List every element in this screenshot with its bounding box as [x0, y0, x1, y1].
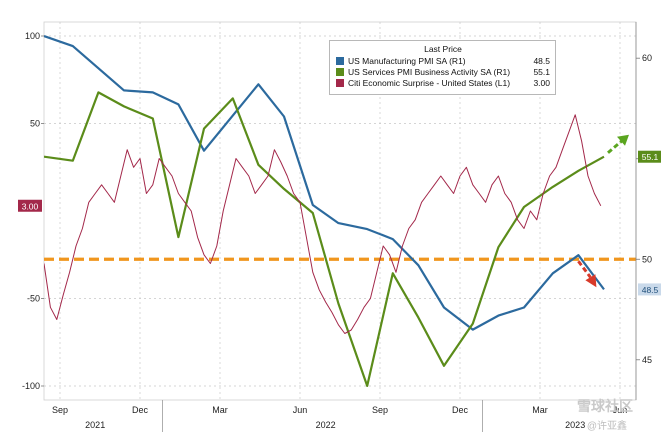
- right-axis-tick-label: 45: [642, 355, 652, 365]
- x-axis-month-label: Dec: [132, 405, 149, 415]
- trend-arrow-layer: [577, 134, 629, 288]
- x-axis-year-label: 2023: [565, 420, 585, 430]
- left-value-label-surprise-text: 3.00: [22, 201, 39, 211]
- legend-label-manufacturing: US Manufacturing PMI SA (R1): [348, 55, 466, 66]
- services-up-arrow-head: [617, 134, 629, 146]
- legend-value-manufacturing: 48.5: [533, 55, 550, 66]
- legend-value-services: 55.1: [533, 66, 550, 77]
- manufacturing-down-arrow-shaft: [577, 260, 592, 279]
- left-value-label-surprise-bg: [18, 199, 42, 212]
- right-axis-tick-label: 50: [642, 254, 652, 264]
- legend-swatch-surprise: [336, 78, 344, 87]
- series-line-citi-economic-surprise-united-states: [44, 114, 602, 334]
- right-value-label-services-bg: [638, 150, 661, 163]
- legend: Last Price US Manufacturing PMI SA (R1) …: [329, 40, 556, 95]
- legend-label-services: US Services PMI Business Activity SA (R1…: [348, 66, 511, 77]
- x-axis-month-label: Jun: [613, 405, 628, 415]
- right-value-label-manufacturing-bg: [638, 283, 661, 296]
- left-axis-tick-label: 100: [25, 31, 40, 41]
- grid-layer: [43, 21, 637, 401]
- left-axis-tick-label: -100: [22, 381, 40, 391]
- legend-entry-surprise: Citi Economic Surprise - United States (…: [336, 77, 550, 88]
- legend-swatch-manufacturing: [336, 56, 344, 65]
- value-label-layer: 3.00 55.1 48.5: [18, 150, 661, 296]
- x-axis-month-label: Mar: [532, 405, 548, 415]
- x-axis-year-label: 2021: [85, 420, 105, 430]
- x-axis-month-label: Sep: [52, 405, 68, 415]
- legend-title: Last Price: [424, 44, 462, 54]
- x-axis-month-label: Jun: [293, 405, 308, 415]
- series-line-us-manufacturing-pmi-sa: [44, 35, 605, 331]
- right-value-label-services: 55.1: [638, 150, 661, 163]
- legend-label-surprise: Citi Economic Surprise - United States (…: [348, 77, 511, 88]
- legend-value-surprise: 3.00: [533, 77, 550, 88]
- series-line-us-services-pmi-business-activity-sa: [44, 91, 605, 387]
- right-value-label-manufacturing: 48.5: [638, 283, 661, 296]
- manufacturing-down-arrow-head: [585, 274, 597, 288]
- left-axis-tick-label: 50: [30, 119, 40, 129]
- x-axis-year-label: 2022: [316, 420, 336, 430]
- legend-swatch-services: [336, 67, 344, 76]
- legend-entry-services: US Services PMI Business Activity SA (R1…: [336, 66, 550, 77]
- left-axis-tick-label: -50: [27, 294, 40, 304]
- right-axis-tick-label: 60: [642, 53, 652, 63]
- x-axis-month-label: Mar: [212, 405, 228, 415]
- x-axis-month-label: Sep: [372, 405, 388, 415]
- x-axis-month-label: Dec: [452, 405, 469, 415]
- services-up-arrow-shaft: [607, 139, 623, 154]
- watermark-sub: @许亚鑫: [586, 421, 627, 432]
- right-value-label-manufacturing-text: 48.5: [642, 285, 659, 295]
- watermark: 雪球社区: [577, 398, 633, 414]
- right-value-label-services-text: 55.1: [642, 152, 659, 162]
- legend-entry-manufacturing: US Manufacturing PMI SA (R1) 48.5: [336, 55, 550, 66]
- series-layer: [44, 35, 605, 387]
- left-value-label-surprise: 3.00: [18, 199, 42, 212]
